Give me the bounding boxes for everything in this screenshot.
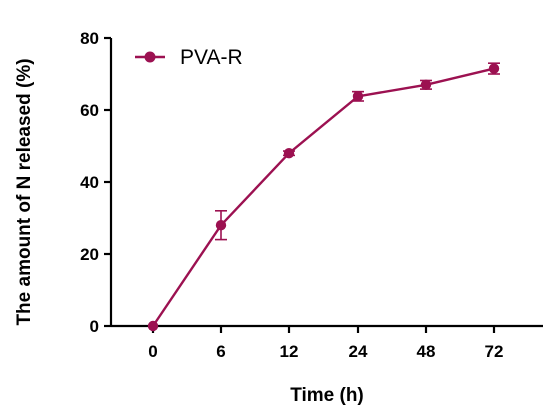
series-line-pva-r (152, 67, 495, 327)
y-tick-label: 20 (80, 245, 99, 264)
x-tick-label: 0 (148, 342, 157, 361)
data-point (215, 220, 227, 231)
y-tick-label: 60 (80, 101, 99, 120)
data-point (352, 91, 364, 102)
x-tick-label: 24 (349, 342, 368, 361)
plot-area (147, 62, 500, 332)
legend-marker (144, 51, 156, 63)
x-axis: 0 6 12 24 48 72 (111, 324, 543, 361)
x-tick-label: 48 (417, 342, 436, 361)
x-tick-label: 6 (216, 342, 225, 361)
x-tick-label: 72 (485, 342, 504, 361)
legend-label: PVA-R (180, 46, 243, 69)
y-axis: 0 20 40 60 80 (80, 29, 113, 336)
y-tick-label: 40 (80, 173, 99, 192)
x-axis-title: Time (h) (290, 385, 364, 406)
data-point (147, 320, 159, 332)
data-point (488, 63, 500, 74)
data-point (283, 148, 295, 159)
y-tick-label: 80 (80, 29, 99, 48)
data-point (420, 79, 432, 91)
y-axis-title: The amount of N released (%) (14, 58, 35, 325)
x-tick-label: 12 (280, 342, 299, 361)
legend: PVA-R (135, 46, 243, 69)
y-tick-label: 0 (90, 317, 99, 336)
